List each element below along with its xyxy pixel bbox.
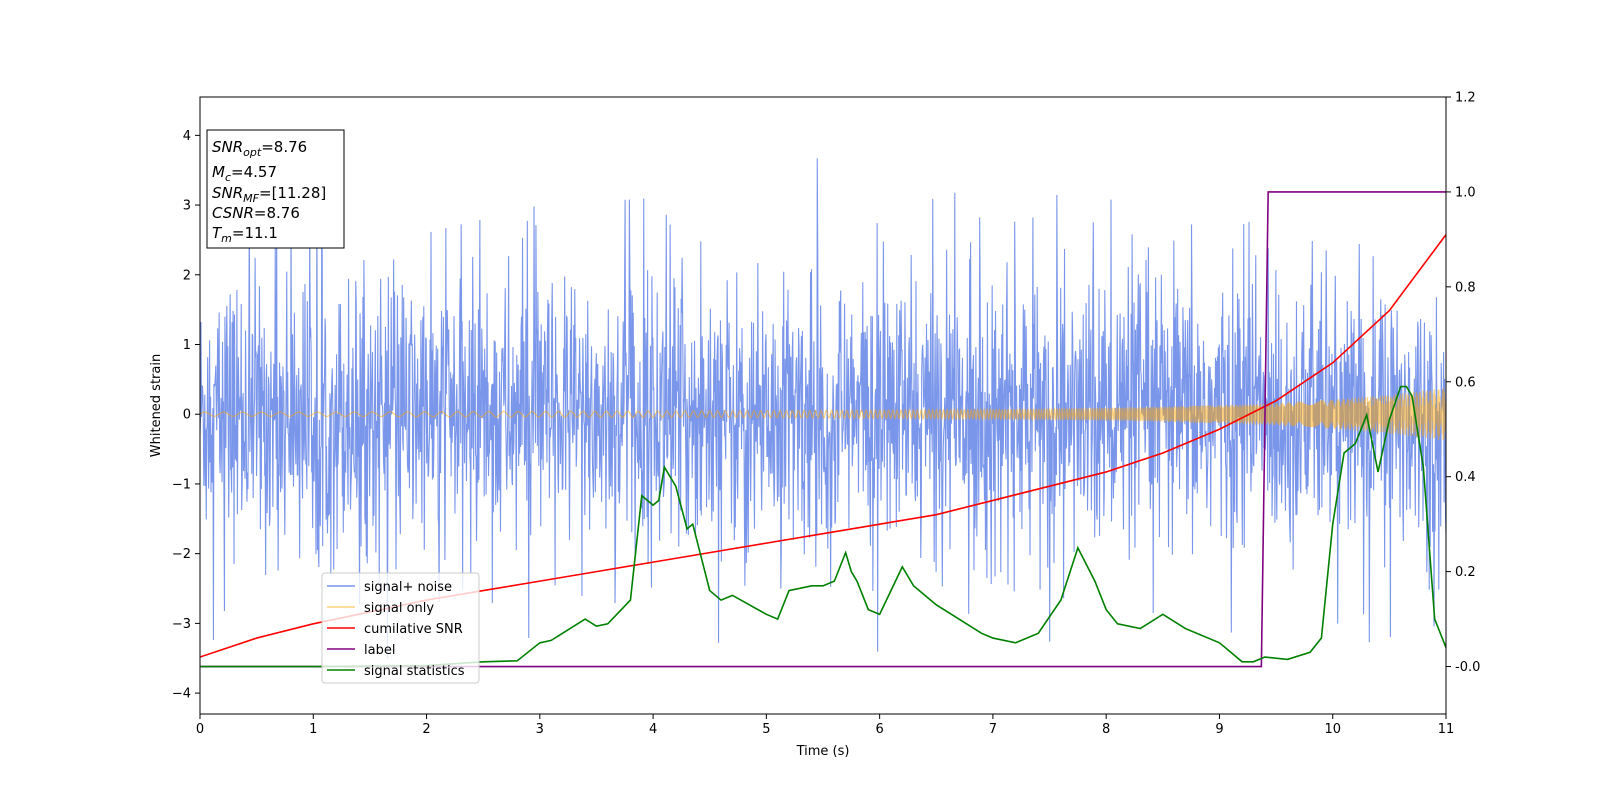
legend-label: label (364, 643, 395, 658)
x-tick-label: 0 (196, 722, 204, 737)
legend-frame (321, 572, 480, 684)
annotation-line: SNRopt=8.76 (212, 138, 307, 159)
y-right-tick-label: 0.4 (1455, 470, 1476, 485)
y-left-tick-label: −3 (172, 617, 191, 632)
y-left-tick-label: −1 (172, 477, 191, 492)
x-axis-label: Time (s) (796, 744, 850, 759)
y-left-tick-label: 2 (183, 268, 191, 283)
annotation-box: SNRopt=8.76 Mc=4.57SNRMF=[11.28]CSNR=8.76… (206, 129, 345, 249)
legend-label: signal statistics (364, 664, 465, 679)
series-signal-only-line (200, 388, 1446, 440)
annotation-line: CSNR=8.76 (212, 204, 300, 222)
x-tick-label: 10 (1324, 722, 1341, 737)
y-right-tick-label: 0.2 (1455, 565, 1476, 580)
y-left-tick-label: 3 (183, 199, 191, 214)
x-tick-label: 3 (536, 722, 544, 737)
x-tick-label: 5 (762, 722, 770, 737)
legend-label: signal+ noise (364, 580, 452, 595)
legend: signal+ noise signal only cumilative SNR la… (321, 572, 480, 684)
y-right-tick-label: 0.6 (1455, 375, 1476, 390)
ticks-layer: 0 1 2 3 4 5 6 7 8 9 10 11 −4 −3 −2 −1 0 1 2 3 4 -0.0 0.2 0.4 0.6… (172, 91, 1481, 738)
x-tick-label: 11 (1438, 722, 1455, 737)
legend-label: signal only (364, 601, 434, 616)
x-tick-label: 7 (989, 722, 997, 737)
x-tick-label: 9 (1215, 722, 1223, 737)
annotation-line: Tm=11.1 (212, 224, 278, 245)
x-tick-label: 8 (1102, 722, 1110, 737)
x-tick-label: 6 (875, 722, 883, 737)
plot-frame (199, 96, 1447, 715)
series-signal-statistics-line (200, 385, 1446, 668)
y-right-tick-label: 1.0 (1455, 185, 1476, 200)
y-left-tick-label: 1 (183, 338, 191, 353)
series-label-line (200, 191, 1446, 668)
y-left-tick-label: −4 (172, 687, 191, 702)
y-right-tick-label: 0.8 (1455, 280, 1476, 295)
y-axis-label: Whitened strain (149, 354, 164, 457)
x-tick-label: 4 (649, 722, 657, 737)
legend-label: cumilative SNR (364, 622, 463, 637)
x-tick-label: 1 (309, 722, 317, 737)
annotation-frame (206, 129, 345, 249)
y-right-tick-label: -0.0 (1455, 660, 1480, 675)
annotation-line: SNRMF=[11.28] (212, 184, 326, 205)
annotation-line: Mc=4.57 (212, 163, 277, 184)
x-tick-label: 2 (422, 722, 430, 737)
y-left-tick-label: 4 (183, 129, 191, 144)
y-left-tick-label: −2 (172, 547, 191, 562)
y-right-tick-label: 1.2 (1455, 91, 1476, 106)
y-left-tick-label: 0 (183, 408, 191, 423)
series-signal-noise-line (200, 158, 1446, 659)
